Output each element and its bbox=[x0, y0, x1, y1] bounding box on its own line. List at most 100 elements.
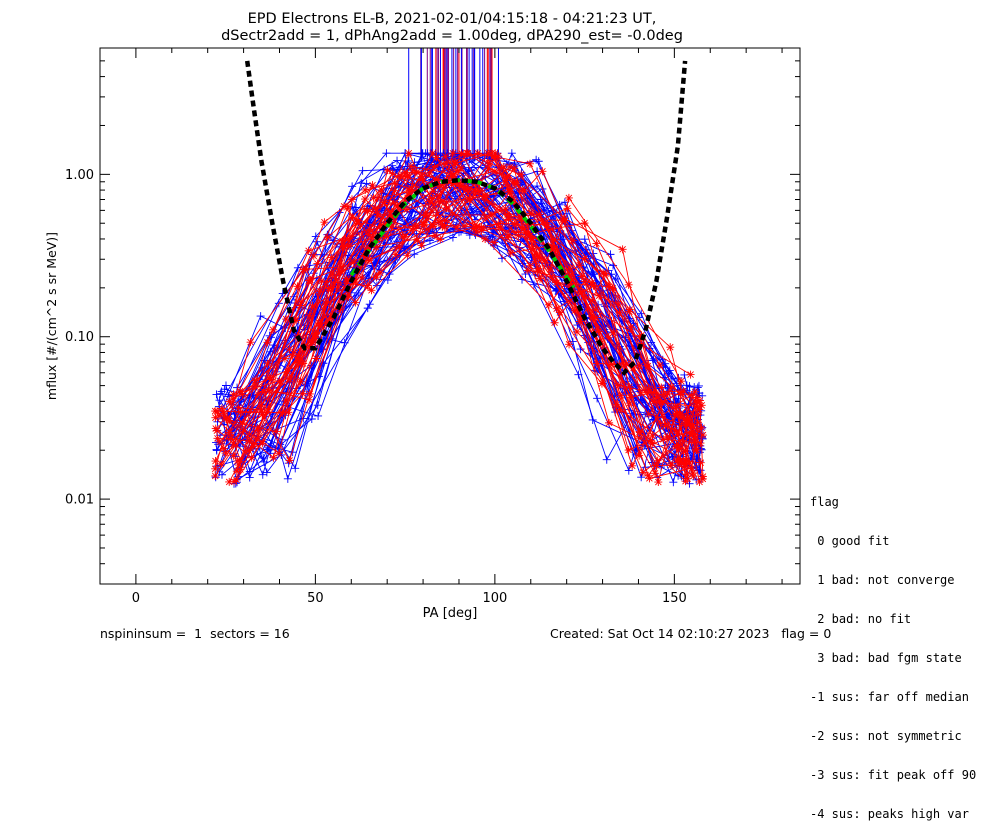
flux-point-marker bbox=[320, 218, 329, 227]
flux-point-marker bbox=[635, 361, 644, 370]
flux-point-marker bbox=[673, 402, 682, 411]
flux-point-marker bbox=[347, 195, 356, 204]
flux-curve-red bbox=[219, 173, 699, 479]
y-axis-label: mflux [#/(cm^2 s sr MeV)] bbox=[44, 232, 59, 400]
footer-left: nspininsum = 1 sectors = 16 bbox=[100, 626, 290, 641]
flux-point-marker bbox=[410, 250, 419, 259]
flux-point-marker bbox=[672, 409, 681, 418]
flux-point-marker bbox=[531, 257, 540, 266]
flux-point-marker bbox=[258, 439, 267, 448]
flux-point-marker bbox=[673, 429, 682, 438]
flux-point-marker bbox=[552, 304, 561, 313]
flux-point-marker bbox=[422, 211, 431, 220]
flux-point-marker bbox=[454, 166, 463, 175]
flux-point-marker bbox=[523, 266, 532, 275]
flux-point-marker bbox=[667, 383, 676, 392]
flux-point-marker bbox=[481, 213, 490, 222]
flux-point-marker bbox=[591, 305, 600, 314]
flux-point-marker bbox=[477, 226, 486, 235]
flux-point-marker bbox=[525, 159, 534, 168]
flux-point-marker bbox=[698, 474, 707, 483]
flux-point-marker bbox=[612, 400, 621, 409]
flux-point-marker bbox=[567, 275, 576, 284]
flux-point-marker bbox=[619, 361, 628, 370]
flux-point-marker bbox=[229, 390, 238, 399]
flux-point-marker bbox=[628, 461, 637, 470]
flux-point-marker bbox=[440, 216, 449, 225]
flux-point-marker bbox=[389, 198, 398, 207]
flux-point-marker bbox=[225, 416, 234, 425]
flux-point-marker bbox=[263, 359, 272, 368]
flux-point-marker bbox=[353, 219, 362, 228]
flux-point-marker bbox=[693, 398, 702, 407]
flux-point-marker bbox=[692, 432, 701, 441]
flux-point-marker bbox=[441, 152, 450, 161]
flux-point-marker bbox=[236, 387, 245, 396]
legend-item: 3 bad: bad fgm state bbox=[810, 651, 962, 665]
flux-point-marker bbox=[369, 193, 378, 202]
flux-point-marker bbox=[456, 178, 465, 187]
flux-point-marker bbox=[316, 287, 325, 296]
flux-point-marker bbox=[390, 179, 399, 188]
flux-point-marker bbox=[463, 185, 472, 194]
flux-point-marker bbox=[297, 297, 306, 306]
flux-point-marker bbox=[693, 410, 702, 419]
flux-point-marker bbox=[342, 274, 351, 283]
flux-point-marker bbox=[472, 228, 481, 237]
flux-point-marker bbox=[692, 393, 701, 402]
flux-point-marker bbox=[681, 477, 690, 486]
flux-point-marker bbox=[503, 172, 512, 181]
flux-point-marker bbox=[257, 406, 266, 415]
flux-point-marker bbox=[233, 456, 242, 465]
legend-item: -3 sus: fit peak off 90 bbox=[810, 768, 977, 782]
flux-point-marker bbox=[425, 169, 434, 178]
flux-point-marker bbox=[376, 268, 385, 277]
flux-point-marker bbox=[656, 419, 665, 428]
flux-point-marker bbox=[267, 375, 276, 384]
flux-point-marker bbox=[280, 354, 289, 363]
flux-point-marker bbox=[655, 361, 664, 370]
flux-point-marker bbox=[514, 231, 523, 240]
flux-point-marker bbox=[211, 424, 220, 433]
flux-point-marker bbox=[599, 269, 608, 278]
flux-point-marker bbox=[343, 202, 352, 211]
flux-point-marker bbox=[404, 191, 413, 200]
flux-point-marker bbox=[211, 471, 220, 480]
chart-title: EPD Electrons EL-B, 2021-02-01/04:15:18 … bbox=[248, 11, 657, 27]
legend-item: 2 bad: no fit bbox=[810, 612, 912, 626]
y-tick-label: 1.00 bbox=[65, 168, 94, 183]
flux-point-marker bbox=[309, 338, 318, 347]
flux-point-marker bbox=[605, 418, 614, 427]
flux-point-marker bbox=[681, 447, 690, 456]
flux-point-marker bbox=[697, 423, 706, 432]
flux-point-marker bbox=[534, 264, 543, 273]
flux-point-marker bbox=[670, 410, 679, 419]
flux-point-marker bbox=[490, 238, 499, 247]
flux-point-marker bbox=[386, 212, 395, 221]
flux-point-marker bbox=[232, 467, 241, 476]
flux-point-marker bbox=[337, 267, 346, 276]
x-tick-label: 150 bbox=[662, 591, 687, 606]
flux-point-marker bbox=[372, 273, 381, 282]
flux-point-marker bbox=[644, 410, 653, 419]
flux-point-marker bbox=[686, 370, 695, 379]
flux-point-marker bbox=[589, 281, 598, 290]
flux-point-marker bbox=[365, 256, 374, 265]
flux-point-marker bbox=[238, 390, 247, 399]
flux-point-marker bbox=[615, 308, 624, 317]
flux-point-marker bbox=[574, 370, 583, 379]
flux-curve-red bbox=[214, 152, 682, 469]
flux-point-marker bbox=[587, 278, 596, 287]
flux-point-marker bbox=[273, 444, 282, 453]
flux-point-marker bbox=[285, 456, 294, 465]
flux-point-marker bbox=[462, 149, 471, 158]
flux-point-marker bbox=[693, 418, 702, 427]
flux-point-marker bbox=[676, 444, 685, 453]
flux-point-marker bbox=[272, 427, 281, 436]
flux-point-marker bbox=[613, 300, 622, 309]
flux-point-marker bbox=[625, 307, 634, 316]
flux-point-marker bbox=[447, 172, 456, 181]
flux-point-marker bbox=[473, 149, 482, 158]
flux-point-marker bbox=[401, 232, 410, 241]
flux-point-marker bbox=[471, 187, 480, 196]
